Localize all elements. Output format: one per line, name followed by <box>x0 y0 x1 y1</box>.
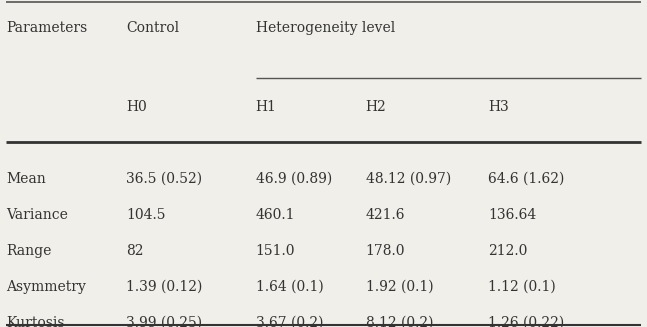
Text: 36.5 (0.52): 36.5 (0.52) <box>126 172 203 186</box>
Text: 46.9 (0.89): 46.9 (0.89) <box>256 172 332 186</box>
Text: 8.12 (0.2): 8.12 (0.2) <box>366 316 433 327</box>
Text: H3: H3 <box>488 100 509 114</box>
Text: Control: Control <box>126 21 179 35</box>
Text: 1.26 (0.22): 1.26 (0.22) <box>488 316 565 327</box>
Text: H0: H0 <box>126 100 147 114</box>
Text: 212.0: 212.0 <box>488 244 528 258</box>
Text: 48.12 (0.97): 48.12 (0.97) <box>366 172 451 186</box>
Text: 151.0: 151.0 <box>256 244 295 258</box>
Text: Variance: Variance <box>6 208 69 222</box>
Text: 421.6: 421.6 <box>366 208 405 222</box>
Text: Asymmetry: Asymmetry <box>6 280 86 294</box>
Text: 1.64 (0.1): 1.64 (0.1) <box>256 280 324 294</box>
Text: 82: 82 <box>126 244 144 258</box>
Text: 1.92 (0.1): 1.92 (0.1) <box>366 280 433 294</box>
Text: 1.39 (0.12): 1.39 (0.12) <box>126 280 203 294</box>
Text: Heterogeneity level: Heterogeneity level <box>256 21 395 35</box>
Text: 460.1: 460.1 <box>256 208 295 222</box>
Text: Parameters: Parameters <box>6 21 88 35</box>
Text: 1.12 (0.1): 1.12 (0.1) <box>488 280 556 294</box>
Text: H1: H1 <box>256 100 276 114</box>
Text: 64.6 (1.62): 64.6 (1.62) <box>488 172 565 186</box>
Text: 178.0: 178.0 <box>366 244 405 258</box>
Text: Kurtosis: Kurtosis <box>6 316 65 327</box>
Text: Range: Range <box>6 244 52 258</box>
Text: 3.67 (0.2): 3.67 (0.2) <box>256 316 323 327</box>
Text: Mean: Mean <box>6 172 46 186</box>
Text: 3.99 (0.25): 3.99 (0.25) <box>126 316 203 327</box>
Text: 136.64: 136.64 <box>488 208 537 222</box>
Text: 104.5: 104.5 <box>126 208 166 222</box>
Text: H2: H2 <box>366 100 386 114</box>
